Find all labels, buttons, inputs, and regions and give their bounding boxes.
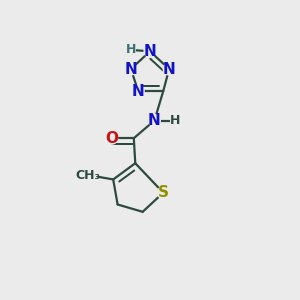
Text: H: H xyxy=(170,114,180,127)
Circle shape xyxy=(158,187,169,199)
Text: N: N xyxy=(148,113,161,128)
Text: N: N xyxy=(132,84,145,99)
Text: S: S xyxy=(158,185,169,200)
Circle shape xyxy=(125,63,137,75)
Circle shape xyxy=(106,132,118,144)
Circle shape xyxy=(144,46,156,57)
Circle shape xyxy=(171,116,179,125)
Circle shape xyxy=(79,166,97,184)
Text: CH₃: CH₃ xyxy=(76,169,101,182)
Text: N: N xyxy=(163,61,175,76)
Text: N: N xyxy=(124,61,137,76)
Text: N: N xyxy=(144,44,156,59)
Circle shape xyxy=(126,46,135,54)
Text: O: O xyxy=(105,131,118,146)
Circle shape xyxy=(163,63,175,75)
Text: H: H xyxy=(126,44,136,56)
Circle shape xyxy=(132,85,144,97)
Circle shape xyxy=(148,115,160,126)
